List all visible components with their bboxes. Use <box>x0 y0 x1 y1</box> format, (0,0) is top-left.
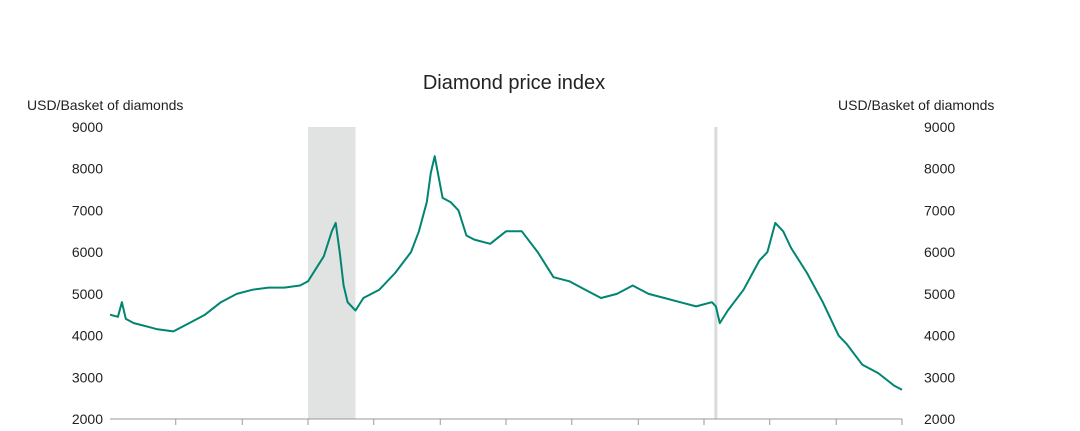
y-right-tick-label: 5000 <box>924 286 955 302</box>
y-left-tick-label: 7000 <box>72 202 103 218</box>
y-axis-left-tick-labels: 9000 8000 7000 6000 5000 4000 3000 2000 <box>72 119 103 427</box>
shaded-period-0 <box>308 127 356 419</box>
x-axis-ticks <box>175 419 903 425</box>
y-left-tick-label: 2000 <box>72 411 103 427</box>
y-left-tick-label: 3000 <box>72 369 103 385</box>
y-left-tick-label: 8000 <box>72 161 103 177</box>
series-lines <box>109 155 903 391</box>
y-right-tick-label: 8000 <box>924 161 955 177</box>
y-left-tick-label: 4000 <box>72 328 103 344</box>
y-left-tick-label: 9000 <box>72 119 103 135</box>
y-right-tick-label: 3000 <box>924 369 955 385</box>
y-right-tick-label: 9000 <box>924 119 955 135</box>
y-axis-right-title: USD/Basket of diamonds <box>838 97 994 113</box>
y-left-tick-label: 5000 <box>72 286 103 302</box>
y-right-tick-label: 6000 <box>924 244 955 260</box>
series-line-0 <box>109 155 903 391</box>
y-right-tick-label: 7000 <box>924 202 955 218</box>
chart-title: Diamond price index <box>423 72 605 94</box>
y-right-tick-label: 4000 <box>924 328 955 344</box>
y-axis-right-tick-labels: 9000 8000 7000 6000 5000 4000 3000 2000 <box>924 119 955 427</box>
y-right-tick-label: 2000 <box>924 411 955 427</box>
y-axis-left-title: USD/Basket of diamonds <box>27 97 183 113</box>
y-left-tick-label: 6000 <box>72 244 103 260</box>
shaded-periods <box>308 127 356 419</box>
